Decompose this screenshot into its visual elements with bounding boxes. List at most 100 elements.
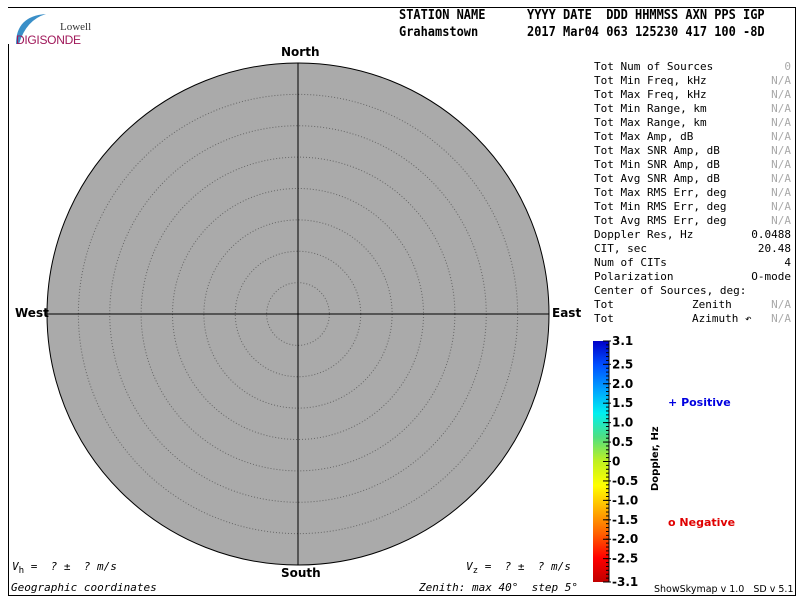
stat-row: Tot Avg RMS Err, deg N/A — [594, 214, 791, 228]
stat-value: O-mode — [751, 270, 791, 283]
stat-label: Tot Max Freq, kHz — [594, 88, 707, 101]
stat-value: N/A — [771, 186, 791, 199]
colorbar-tick-label: -0.5 — [612, 474, 638, 488]
stat-row: Tot Avg SNR Amp, dB N/A — [594, 172, 791, 186]
compass-east: East — [552, 306, 582, 320]
stat-value: N/A — [771, 88, 791, 101]
compass-north: North — [281, 45, 320, 59]
vh-value: = ? ± ? m/s — [24, 560, 117, 573]
vz-value: = ? ± ? m/s — [478, 560, 571, 573]
stat-row: Tot Azimuth ↶ N/A — [594, 312, 791, 326]
stat-row: Tot Max SNR Amp, dB N/A — [594, 144, 791, 158]
stat-value: N/A — [771, 130, 791, 143]
stat-label: Tot Min RMS Err, deg — [594, 200, 727, 213]
stat-value: N/A — [771, 298, 791, 311]
stat-row: Polarization O-mode — [594, 270, 791, 284]
stat-row: Tot Zenith N/A — [594, 298, 791, 312]
stat-label: Polarization — [594, 270, 674, 283]
stat-label: Tot Max Range, km — [594, 116, 707, 129]
stat-label: Tot Max RMS Err, deg — [594, 186, 727, 199]
colorbar-tick-label: -1.5 — [612, 513, 638, 527]
stat-row: Tot Max Amp, dB N/A — [594, 130, 791, 144]
stat-value: N/A — [771, 74, 791, 87]
vh-sub: h — [18, 565, 25, 577]
header-fields-label: YYYY DATE DDD HHMMSS AXN PPS IGP — [527, 8, 765, 23]
circle-icon: o — [668, 516, 676, 529]
horizontal-velocity: Vh = ? ± ? m/s — [12, 560, 117, 576]
stat-sublabel: Zenith — [692, 298, 732, 311]
compass-south: South — [281, 566, 321, 580]
stat-row: Center of Sources, deg: — [594, 284, 791, 298]
colorbar — [593, 341, 609, 582]
stat-row: CIT, sec 20.48 — [594, 242, 791, 256]
logo-digisonde: DIGISONDE — [16, 33, 81, 47]
stat-row: Tot Num of Sources 0 — [594, 60, 791, 74]
stat-row: Doppler Res, Hz 0.0488 — [594, 228, 791, 242]
stat-value: N/A — [771, 200, 791, 213]
stat-value: 20.48 — [757, 242, 791, 255]
stat-row: Num of CITs 4 — [594, 256, 791, 270]
legend-positive-label: Positive — [681, 396, 731, 409]
vh-symbol: V — [12, 560, 19, 573]
colorbar-tick-label: 2.5 — [612, 357, 633, 371]
stat-value: N/A — [771, 312, 791, 325]
legend-negative: o Negative — [668, 516, 735, 529]
stat-label: Tot Min Freq, kHz — [594, 74, 707, 87]
digisonde-logo: Lowell DIGISONDE — [10, 10, 92, 50]
plot-frame — [8, 7, 796, 596]
stat-row: Tot Max RMS Err, deg N/A — [594, 186, 791, 200]
colorbar-tick-label: 2.0 — [612, 377, 633, 391]
stat-value: 4 — [784, 256, 791, 269]
stat-label: Tot Min SNR Amp, dB — [594, 158, 720, 171]
legend-positive: + Positive — [668, 396, 731, 409]
logo-arc-icon — [16, 14, 46, 44]
colorbar-tick-label: 1.5 — [612, 396, 633, 410]
colorbar-tick-label: -2.5 — [612, 552, 638, 566]
stat-row: Tot Min RMS Err, deg N/A — [594, 200, 791, 214]
stat-value: N/A — [771, 102, 791, 115]
stat-value: N/A — [771, 214, 791, 227]
stat-label: Tot — [594, 312, 614, 325]
stat-row: Tot Max Range, km N/A — [594, 116, 791, 130]
stat-value: N/A — [771, 116, 791, 129]
stat-label: Tot — [594, 298, 614, 311]
stat-sublabel: Azimuth ↶ — [692, 312, 752, 325]
stat-label: Doppler Res, Hz — [594, 228, 694, 241]
colorbar-tick-label: -1.0 — [612, 493, 638, 507]
stat-label: Num of CITs — [594, 256, 667, 269]
stat-label: CIT, sec — [594, 242, 647, 255]
version-text: ShowSkymap v 1.0 SD v 5.1 — [654, 584, 794, 595]
stat-label: Tot Avg SNR Amp, dB — [594, 172, 720, 185]
colorbar-tick-label: 0 — [612, 455, 620, 469]
stat-label: Tot Max SNR Amp, dB — [594, 144, 720, 157]
colorbar-label: Doppler, Hz — [650, 426, 661, 491]
colorbar-tick-label: 3.1 — [612, 334, 633, 348]
stat-row: Tot Min SNR Amp, dB N/A — [594, 158, 791, 172]
colorbar-tick-label: 0.5 — [612, 435, 633, 449]
colorbar-tick-label: 1.0 — [612, 416, 633, 430]
coordinates-note: Geographic coordinates — [11, 581, 157, 594]
header-fields-value: 2017 Mar04 063 125230 417 100 -8D — [527, 25, 765, 40]
colorbar-tick-label: -2.0 — [612, 532, 638, 546]
vz-sub: z — [472, 565, 479, 577]
vz-symbol: V — [466, 560, 473, 573]
stat-value: 0 — [784, 60, 791, 73]
colorbar-tick-label: -3.1 — [612, 575, 638, 589]
stat-value: 0.0488 — [751, 228, 791, 241]
stat-value: N/A — [771, 144, 791, 157]
stat-label: Center of Sources, deg: — [594, 284, 747, 297]
compass-west: West — [15, 306, 49, 320]
stat-label: Tot Max Amp, dB — [594, 130, 694, 143]
stat-row: Tot Min Range, km N/A — [594, 102, 791, 116]
stat-label: Tot Avg RMS Err, deg — [594, 214, 727, 227]
stat-row: Tot Min Freq, kHz N/A — [594, 74, 791, 88]
header-station-value: Grahamstown — [399, 25, 479, 40]
stat-label: Tot Num of Sources — [594, 60, 714, 73]
plot-frame-left — [8, 44, 9, 596]
plus-icon: + — [668, 396, 678, 409]
logo-lowell: Lowell — [60, 21, 92, 33]
header-station-label: STATION NAME — [399, 8, 486, 23]
legend-negative-label: Negative — [679, 516, 736, 529]
statistics-panel: Tot Num of Sources 0 Tot Min Freq, kHz N/A T… — [594, 60, 791, 326]
